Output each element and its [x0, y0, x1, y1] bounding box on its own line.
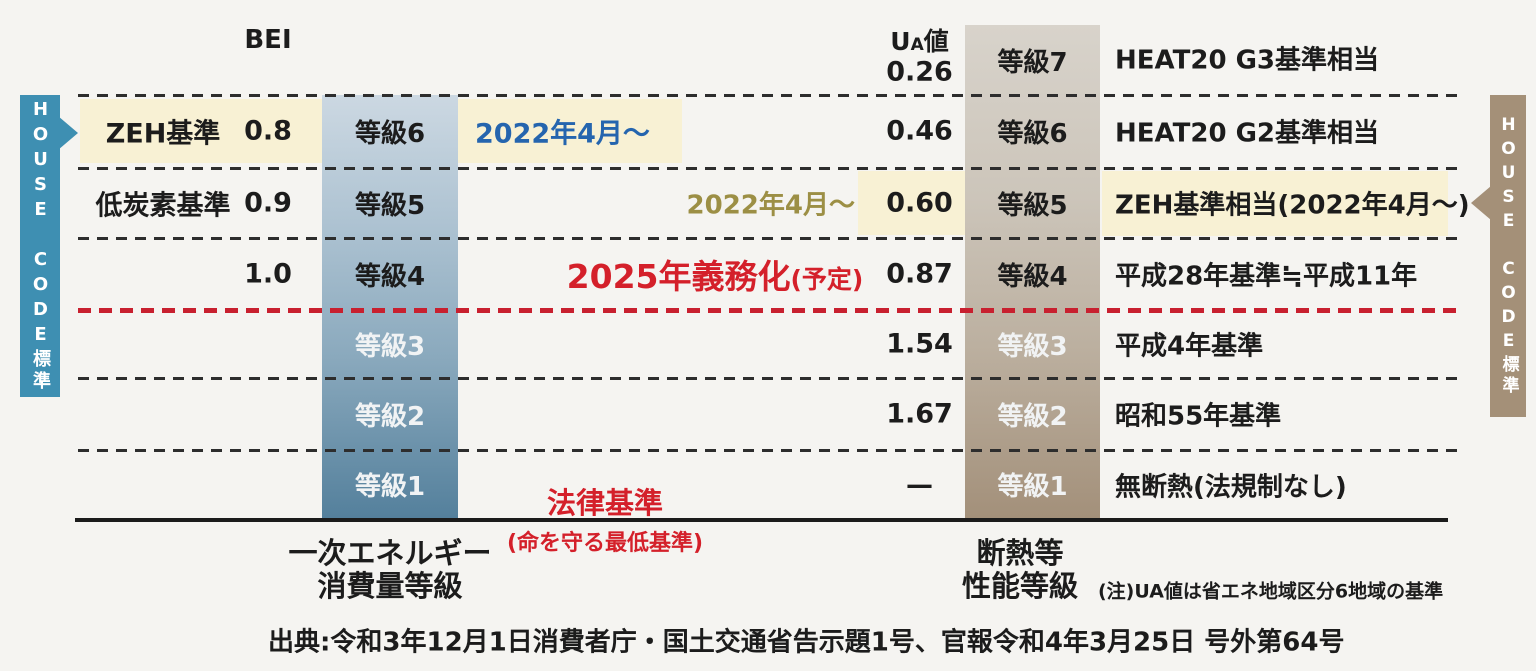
insulation-grade-2: 等級2: [997, 401, 1068, 432]
highlight-ua-060: [858, 171, 965, 235]
row-divider: [78, 449, 1464, 452]
low-carbon-standard-label: 低炭素基準: [95, 190, 231, 222]
zeh-standard-label: ZEH基準: [105, 118, 221, 150]
label-zeh-equivalent: ZEH基準相当(2022年4月〜): [1115, 190, 1470, 221]
legal-standard-subtitle: (命を守る最低基準): [506, 531, 704, 556]
insulation-grade-column: 等級7 等級6 等級5 等級4 等級3 等級2 等級1: [965, 25, 1100, 518]
mandate-2025-paren: (予定): [790, 265, 864, 294]
energy-caption-line2: 消費量等級: [317, 569, 463, 603]
insulation-grade-1: 等級1: [997, 471, 1068, 502]
energy-grade-column: 等級6 等級5 等級4 等級3 等級2 等級1: [322, 95, 458, 518]
row-divider: [78, 167, 1464, 170]
highlight-zeh-equivalent: [1102, 171, 1448, 236]
label-no-insulation: 無断熱(法規制なし): [1115, 472, 1347, 503]
label-heat20-g3: HEAT20 G3基準相当: [1115, 45, 1380, 76]
house-code-banner-left: HOUSE CODE標準: [20, 95, 60, 397]
energy-grade-6: 等級6: [354, 119, 426, 149]
insulation-grade-5: 等級5: [997, 190, 1068, 221]
ua-value-header: UA値: [872, 22, 967, 58]
label-heat20-g2: HEAT20 G2基準相当: [1115, 118, 1380, 149]
energy-caption-line1: 一次エネルギー: [288, 536, 492, 570]
insulation-grade-7: 等級7: [997, 47, 1068, 78]
row-divider: [78, 237, 1464, 240]
energy-grade-3: 等級3: [354, 331, 426, 362]
insulation-caption-line1: 断熱等: [976, 536, 1064, 570]
insulation-grade-6: 等級6: [997, 119, 1068, 149]
grade6-effective-date: 2022年4月〜: [475, 118, 650, 150]
bei-header: BEI: [244, 25, 292, 55]
ua-header-suffix: 値: [923, 27, 949, 56]
energy-grade-4: 等級4: [354, 261, 426, 292]
ua-value-grade3: 1.54: [886, 328, 953, 360]
label-heisei28: 平成28年基準≒平成11年: [1115, 261, 1418, 292]
insulation-grade-3: 等級3: [997, 331, 1068, 362]
house-code-banner-right: HOUSE CODE標準: [1490, 95, 1526, 417]
insulation-grade-4: 等級4: [997, 261, 1068, 292]
ua-header-u: U: [890, 27, 911, 56]
ua-value-grade1: —: [906, 469, 933, 501]
left-banner-arrow-icon: [58, 116, 78, 150]
low-carbon-bei-value: 0.9: [244, 187, 292, 219]
ua-value-grade5: 0.60: [886, 187, 953, 219]
grade4-bei-value: 1.0: [244, 258, 292, 290]
insulation-caption-line2: 性能等級: [961, 569, 1078, 603]
baseline-rule: [75, 518, 1448, 522]
source-citation: 出典:令和3年12月1日消費者庁・国土交通省告示題1号、官報令和4年3月25日 …: [268, 627, 1345, 658]
row-divider: [78, 94, 1464, 97]
zeh-bei-value: 0.8: [244, 115, 292, 147]
energy-grade-2: 等級2: [354, 401, 426, 432]
ua-value-grade4: 0.87: [886, 258, 953, 290]
row-divider: [78, 377, 1464, 380]
label-heisei4: 平成4年基準: [1115, 331, 1264, 362]
ua-value-grade6: 0.46: [886, 115, 953, 147]
energy-column-caption: 一次エネルギー 消費量等級: [255, 537, 525, 603]
mandate-threshold-divider: [78, 308, 1464, 313]
energy-grade-1: 等級1: [354, 471, 426, 502]
legal-standard-title: 法律基準: [546, 486, 663, 520]
ua-header-a: A: [910, 35, 924, 55]
label-showa55: 昭和55年基準: [1115, 401, 1282, 432]
ua-value-grade2: 1.67: [886, 398, 953, 430]
right-banner-arrow-icon: [1471, 186, 1491, 220]
ua-region-note: (注)UA値は省エネ地域区分6地域の基準: [1098, 580, 1444, 603]
mandate-2025-text: 2025年義務化: [566, 257, 791, 296]
grade5-effective-date: 2022年4月〜: [686, 190, 855, 221]
energy-grade-5: 等級5: [354, 190, 426, 221]
insulation-column-caption: 断熱等 性能等級: [900, 537, 1140, 603]
mandate-2025-annotation: 2025年義務化(予定): [520, 250, 910, 298]
ua-value-grade7: 0.26: [886, 56, 953, 88]
